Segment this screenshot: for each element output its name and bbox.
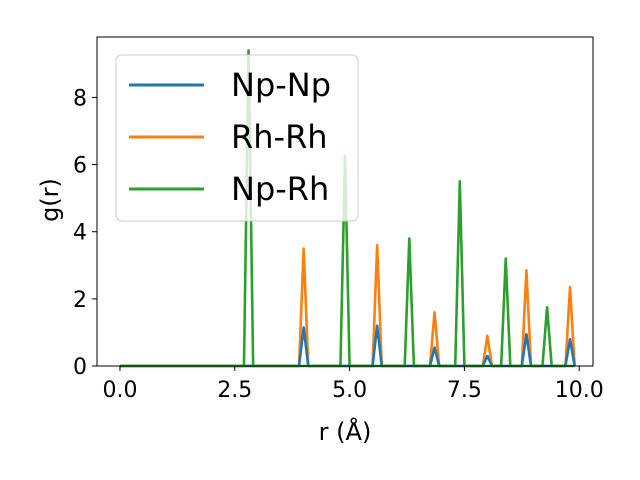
x-tick-label: 5.0 [332,378,367,403]
legend: Np-Np Rh-Rh Np-Rh [115,54,359,222]
x-axis: 0.0 2.5 5.0 7.5 10.0 [102,366,604,403]
y-axis: 0 2 4 6 8 [73,86,97,380]
x-tick-label: 2.5 [217,378,252,403]
legend-label: Np-Np [231,66,331,104]
x-tick-label: 0.0 [102,378,137,403]
x-axis-label: r (Å) [319,417,372,446]
y-axis-label: g(r) [36,178,64,222]
y-tick-label: 2 [73,288,87,313]
y-tick-label: 4 [73,221,87,246]
plot-frame [96,36,594,367]
legend-label: Np-Rh [231,170,329,208]
legend-box [115,54,359,222]
x-tick-label: 10.0 [555,378,604,403]
y-tick-label: 6 [73,154,87,179]
y-tick-label: 8 [73,86,87,111]
x-tick-label: 7.5 [447,378,482,403]
legend-label: Rh-Rh [231,118,328,156]
y-tick-label: 0 [73,355,87,380]
